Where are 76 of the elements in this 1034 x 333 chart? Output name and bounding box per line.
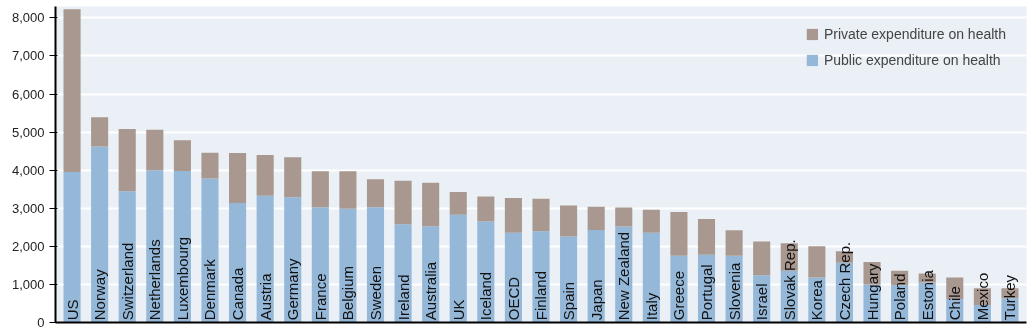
bar — [256, 154, 274, 196]
x-tick-label: Hungary — [863, 263, 881, 321]
x-tick-label: Slovak Rep. — [780, 239, 798, 321]
bar — [366, 179, 385, 208]
bar — [587, 206, 605, 230]
bar — [146, 129, 164, 171]
bar — [63, 9, 81, 173]
x-tick-label: Ireland — [394, 274, 412, 321]
bar — [449, 214, 467, 323]
x-tick-label: Korea — [808, 279, 826, 321]
x-tick-label: Finland — [532, 271, 550, 321]
bar — [422, 182, 440, 227]
y-tick-label: 0 — [37, 315, 45, 330]
bar — [201, 178, 219, 323]
x-tick-label: Australia — [422, 261, 440, 321]
x-tick-label: Slovenia — [725, 262, 743, 321]
bar — [91, 117, 109, 147]
y-tick-label: 7,000 — [11, 48, 45, 64]
x-tick-label: Chile — [946, 286, 964, 321]
y-tick-label: 6,000 — [11, 86, 45, 102]
x-tick-label: UK — [449, 299, 467, 321]
x-tick-label: OECD — [504, 276, 522, 321]
bar — [339, 171, 357, 209]
bar — [229, 153, 247, 203]
x-tick-label: Netherlands — [146, 239, 164, 321]
x-tick-label: US — [63, 299, 81, 321]
bar — [477, 196, 495, 222]
bar — [670, 212, 688, 256]
bar — [642, 209, 660, 233]
x-tick-label: Iceland — [477, 271, 495, 321]
y-tick-label: 5,000 — [11, 124, 45, 140]
y-tick-label: 3,000 — [11, 200, 45, 216]
x-tick-label: Portugal — [698, 264, 716, 321]
bar — [615, 207, 633, 227]
y-tick-label: 1,000 — [11, 276, 45, 292]
bar — [284, 157, 302, 198]
x-tick-label: Israel — [753, 283, 771, 321]
x-tick-label: Luxembourg — [173, 236, 191, 321]
x-tick-label: Spain — [560, 281, 578, 321]
x-tick-label: Sweden — [366, 266, 384, 321]
x-tick-label: Greece — [670, 271, 688, 321]
bar — [753, 241, 771, 276]
x-tick-label: Canada — [229, 267, 247, 321]
bar — [449, 191, 467, 215]
x-tick-label: Switzerland — [118, 242, 136, 321]
bar — [697, 218, 716, 255]
y-tick-label: 4,000 — [11, 162, 45, 178]
bar — [808, 246, 826, 278]
x-tick-label: Germany — [284, 258, 302, 321]
x-tick-label: Italy — [642, 292, 660, 321]
bar — [63, 172, 81, 323]
legend-label: Private expenditure on health — [823, 26, 1006, 42]
bar — [504, 198, 522, 233]
bar — [201, 152, 219, 179]
x-tick-label: New Zealand — [615, 231, 633, 321]
bar — [394, 180, 412, 225]
x-tick-label: Japan — [587, 279, 605, 321]
bar — [118, 129, 136, 192]
bar — [311, 171, 329, 208]
x-tick-label: Austria — [256, 272, 274, 321]
x-tick-label: Mexico — [973, 272, 991, 321]
x-tick-label: Denmark — [201, 258, 219, 321]
x-tick-label: Poland — [891, 273, 909, 321]
y-tick-label: 8,000 — [11, 10, 45, 26]
x-tick-label: Estonia — [918, 269, 936, 321]
x-tick-label: France — [311, 273, 329, 321]
bar — [560, 205, 578, 237]
bar — [173, 140, 191, 171]
x-tick-label: Norway — [91, 268, 109, 321]
bar — [725, 230, 743, 256]
x-tick-label: Turkey — [1001, 274, 1019, 321]
y-tick-label: 2,000 — [11, 238, 45, 254]
x-tick-label: Czech Rep. — [835, 241, 853, 321]
legend-label: Public expenditure on health — [823, 52, 1001, 68]
bar — [532, 198, 550, 232]
x-tick-label: Belgium — [339, 266, 357, 321]
